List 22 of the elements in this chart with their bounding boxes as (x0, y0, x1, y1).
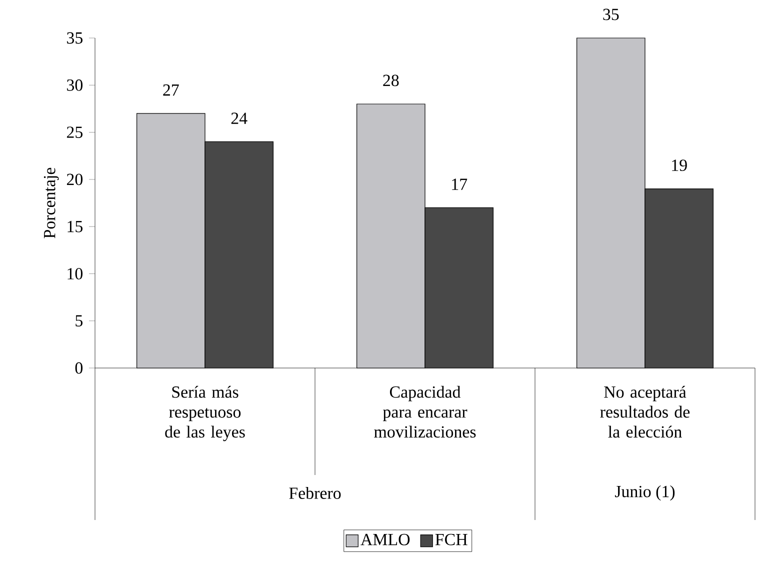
y-tick-label: 30 (67, 79, 83, 91)
data-label: 19 (672, 160, 687, 172)
y-axis-title: Porcentaje (44, 168, 59, 238)
y-tick-label: 15 (68, 220, 82, 232)
legend-label: FCH (435, 534, 468, 546)
text: Junio (1) (615, 485, 675, 501)
legend-label: AMLO (360, 534, 410, 546)
text: Febrero (289, 487, 341, 499)
y-tick-label: 25 (66, 126, 82, 138)
y-tick-label: 10 (68, 268, 83, 280)
y-tick-label: 5 (76, 315, 82, 326)
data-label: 28 (383, 74, 399, 86)
data-label: 35 (603, 8, 619, 20)
data-label: 27 (163, 84, 179, 96)
y-tick-label: 0 (75, 362, 83, 374)
y-tick-label: 20 (66, 174, 83, 186)
data-label: 17 (452, 178, 468, 190)
x-tick-label: Sería más respetuoso de las leyes (165, 386, 245, 442)
data-label: 24 (231, 112, 248, 124)
x-tick-label: Capacidad para encarar movilizaciones (374, 386, 476, 438)
y-tick-label: 35 (67, 32, 82, 44)
x-tick-label: No aceptará resultados de la elección (600, 386, 690, 438)
